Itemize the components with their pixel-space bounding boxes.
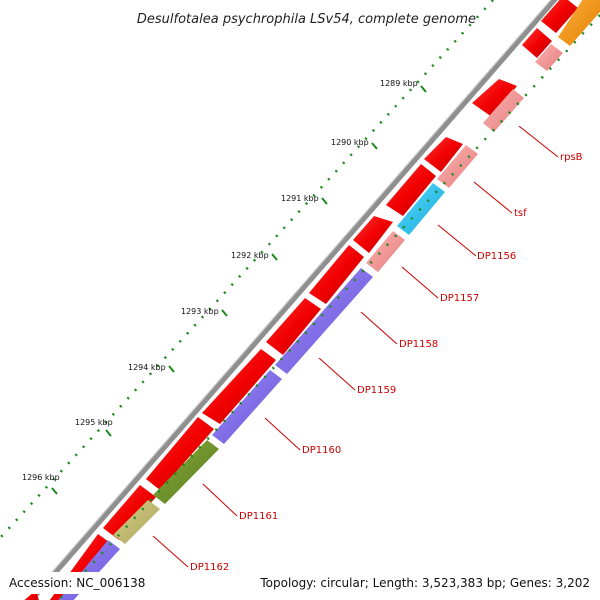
- feature-bar-pink-tsf[interactable]: [437, 145, 478, 188]
- accession-label: Accession: NC_006138: [9, 576, 145, 590]
- genome-backbone-highlight: [26, 0, 552, 600]
- genome-summary: Topology: circular; Length: 3,523,383 bp…: [259, 576, 590, 590]
- feature-arrow-fwd-10[interactable]: [146, 417, 214, 490]
- gene-label-DP1159[interactable]: DP1159: [357, 385, 396, 396]
- tick-mark-1292: [271, 253, 278, 261]
- gene-label-DP1157[interactable]: DP1157: [440, 293, 479, 304]
- gene-label-DP1161[interactable]: DP1161: [239, 511, 278, 522]
- leader-DP1158: [360, 311, 398, 345]
- leader-DP1161: [202, 483, 238, 517]
- feature-arrow-fwd-11[interactable]: [103, 485, 156, 540]
- feature-arrow-fwd-05[interactable]: [386, 164, 436, 216]
- footer-background: [0, 572, 600, 594]
- gene-label-rpsB[interactable]: rpsB: [560, 152, 583, 163]
- tick-label-1291: 1291 kbp: [281, 194, 319, 203]
- tick-label-1293: 1293 kbp: [181, 307, 219, 316]
- feature-bar-olive-DP1161[interactable]: [153, 440, 219, 504]
- leader-rpsB: [518, 125, 559, 158]
- feature-arrow-fwd-01[interactable]: [541, 0, 578, 33]
- feature-bar-purple-DP1160[interactable]: [212, 370, 282, 444]
- tick-label-1292: 1292 kbp: [231, 251, 269, 260]
- tick-label-1295: 1295 kbp: [75, 418, 113, 427]
- leader-tsf: [473, 181, 513, 214]
- map-title: Desulfotalea psychrophila LSv54, complet…: [137, 12, 476, 27]
- leader-DP1162: [152, 535, 189, 568]
- feature-bar-pink-rpsB[interactable]: [483, 89, 524, 132]
- kbp-ticks: 1289 kbp 1290 kbp 1291 kbp 1292 kbp 1293…: [22, 79, 427, 495]
- tick-mark-1296: [51, 487, 58, 495]
- tick-mark-1294: [168, 365, 175, 373]
- tick-label-1290: 1290 kbp: [331, 138, 369, 147]
- gene-label-tsf[interactable]: tsf: [514, 208, 527, 219]
- feature-arrow-fwd-09[interactable]: [202, 349, 276, 424]
- gene-label-DP1156[interactable]: DP1156: [477, 251, 516, 262]
- feature-arrow-fwd-04[interactable]: [424, 137, 463, 172]
- leader-DP1160: [264, 417, 301, 451]
- feature-bar-cyan-DP1156[interactable]: [397, 183, 445, 235]
- outer-dotted-ruler: [0, 0, 494, 539]
- tick-mark-1290: [371, 142, 378, 150]
- gene-label-leaders: [152, 125, 559, 568]
- gene-labels: rpsB tsf DP1156 DP1157 DP1158 DP1159 DP1…: [190, 152, 583, 573]
- feature-arrow-fwd-07[interactable]: [309, 245, 364, 304]
- feature-bar-pink-01[interactable]: [535, 44, 563, 71]
- reverse-strand-track: [58, 0, 600, 600]
- feature-arrow-fwd-06[interactable]: [353, 216, 393, 253]
- feature-bar-pink-DP1157[interactable]: [366, 231, 405, 272]
- feature-arrow-fwd-02[interactable]: [522, 28, 552, 58]
- gene-label-DP1160[interactable]: DP1160: [302, 445, 341, 456]
- forward-strand-track: [24, 0, 578, 600]
- feature-arrow-fwd-08[interactable]: [266, 298, 321, 355]
- feature-arrow-fwd-03[interactable]: [472, 79, 517, 117]
- inner-dotted-ruler: [56, 14, 600, 600]
- gene-label-DP1158[interactable]: DP1158: [399, 339, 438, 350]
- tick-label-1289: 1289 kbp: [380, 79, 418, 88]
- tick-label-1296: 1296 kbp: [22, 473, 60, 482]
- leader-DP1159: [318, 357, 356, 391]
- leader-DP1157: [401, 266, 439, 299]
- gene-label-DP1162[interactable]: DP1162: [190, 562, 229, 573]
- genome-backbone: [28, 0, 558, 600]
- tick-mark-1293: [221, 309, 228, 317]
- leader-DP1156: [437, 224, 477, 257]
- feature-bar-purple-DP1158[interactable]: [275, 268, 373, 374]
- feature-bar-orange[interactable]: [558, 0, 600, 46]
- tick-label-1294: 1294 kbp: [128, 363, 166, 372]
- tick-mark-1289: [420, 85, 427, 93]
- feature-bar-khaki-DP1162[interactable]: [113, 500, 160, 544]
- tick-mark-1295: [105, 429, 112, 437]
- tick-mark-1291: [321, 197, 328, 205]
